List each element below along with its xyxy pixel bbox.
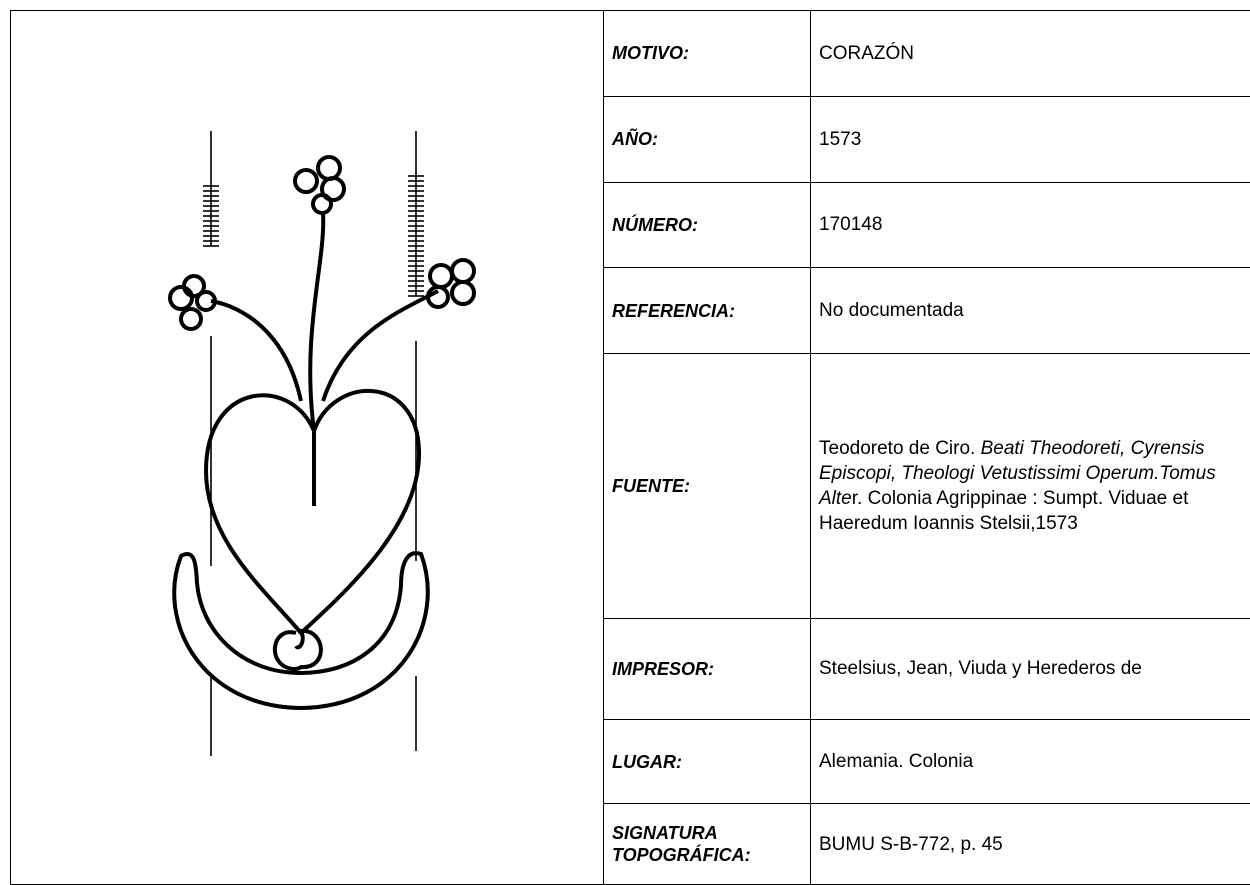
value-part: r. Colonia Agrippinae : Sumpt. Viduae et…: [819, 488, 1188, 534]
field-value: No documentada: [811, 268, 1250, 354]
field-label: SIGNATURA TOPOGRÁFICA:: [604, 804, 811, 885]
field-value: BUMU S-B-772, p. 45: [811, 804, 1250, 885]
field-label: FUENTE:: [604, 354, 811, 618]
watermark-drawing: [11, 11, 604, 877]
field-label: IMPRESOR:: [604, 618, 811, 720]
field-label: REFERENCIA:: [604, 268, 811, 354]
field-value: CORAZÓN: [811, 11, 1250, 97]
field-value: Steelsius, Jean, Viuda y Herederos de: [811, 618, 1250, 720]
field-value: Teodoreto de Ciro. Beati Theodoreti, Cyr…: [811, 354, 1250, 618]
field-label: LUGAR:: [604, 720, 811, 804]
value-part: Teodoreto de Ciro.: [819, 438, 981, 459]
record-row: MOTIVO:CORAZÓN: [11, 11, 1250, 97]
watermark-cell: [11, 11, 604, 885]
field-label: NÚMERO:: [604, 182, 811, 268]
field-label: AÑO:: [604, 96, 811, 182]
field-value: 1573: [811, 96, 1250, 182]
field-value: 170148: [811, 182, 1250, 268]
field-value: Alemania. Colonia: [811, 720, 1250, 804]
field-label: MOTIVO:: [604, 11, 811, 97]
